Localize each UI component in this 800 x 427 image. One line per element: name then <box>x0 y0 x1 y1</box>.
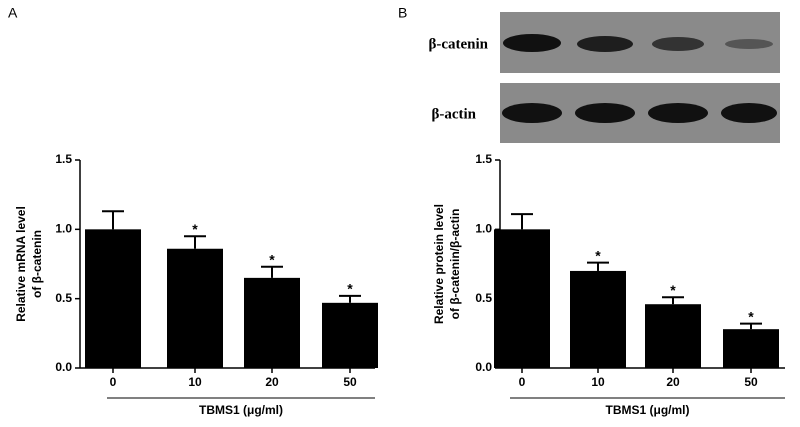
bar <box>645 304 701 368</box>
significance-label: * <box>748 308 754 324</box>
bar <box>167 248 223 368</box>
band <box>652 37 704 51</box>
significance-label: * <box>269 251 275 267</box>
bar <box>570 270 626 368</box>
x-tick-label: 20 <box>265 375 279 389</box>
y-tick-label: 1.5 <box>55 152 72 166</box>
x-axis-label: TBMS1 (μg/ml) <box>199 403 283 417</box>
x-tick-label: 0 <box>110 375 117 389</box>
x-tick-label: 50 <box>343 375 357 389</box>
band <box>503 34 561 52</box>
y-tick-label: 1.0 <box>475 222 492 236</box>
band <box>725 39 773 49</box>
significance-label: * <box>347 281 353 297</box>
significance-label: * <box>670 282 676 298</box>
blot-label: β-actin <box>431 106 476 122</box>
y-tick-label: 0.0 <box>55 360 72 374</box>
y-tick-label: 0.5 <box>475 291 492 305</box>
significance-label: * <box>192 221 198 237</box>
bar <box>244 277 300 368</box>
x-tick-label: 10 <box>591 375 605 389</box>
y-axis-label: Relative protein level <box>432 204 446 324</box>
x-axis-label: TBMS1 (μg/ml) <box>605 403 689 417</box>
western-blot: β-catenin β-actin <box>428 12 780 143</box>
y-tick-label: 1.5 <box>475 152 492 166</box>
panel-label: B <box>398 5 407 21</box>
y-tick-label: 1.0 <box>55 222 72 236</box>
band <box>648 103 708 123</box>
y-axis-label: Relative mRNA level <box>14 206 28 322</box>
y-axis-label: of β-catenin/β-actin <box>448 209 462 320</box>
bar <box>322 302 378 368</box>
bar <box>494 229 550 368</box>
band <box>502 103 562 123</box>
x-tick-label: 10 <box>188 375 202 389</box>
x-tick-label: 20 <box>666 375 680 389</box>
panel-label: A <box>8 5 18 21</box>
bar <box>723 329 779 368</box>
y-tick-label: 0.0 <box>475 360 492 374</box>
band <box>721 103 777 123</box>
x-tick-label: 50 <box>744 375 758 389</box>
band <box>575 103 635 123</box>
significance-label: * <box>595 247 601 263</box>
y-tick-label: 0.5 <box>55 291 72 305</box>
y-axis-label: of β-catenin <box>30 230 44 298</box>
blot-label: β-catenin <box>428 36 488 52</box>
x-tick-label: 0 <box>519 375 526 389</box>
band <box>577 36 633 52</box>
bar <box>85 229 141 368</box>
